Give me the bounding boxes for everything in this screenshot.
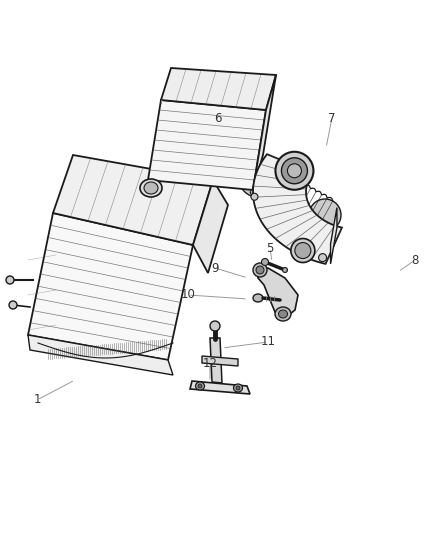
Ellipse shape (140, 179, 162, 197)
Ellipse shape (233, 384, 242, 392)
Ellipse shape (236, 386, 240, 390)
Ellipse shape (281, 158, 307, 184)
Ellipse shape (195, 382, 204, 390)
Ellipse shape (251, 193, 258, 200)
Ellipse shape (238, 159, 276, 197)
Polygon shape (209, 338, 222, 383)
Ellipse shape (278, 310, 287, 318)
Ellipse shape (287, 164, 301, 178)
Polygon shape (190, 381, 249, 394)
Text: 9: 9 (211, 262, 218, 274)
Ellipse shape (9, 301, 17, 309)
Text: 1: 1 (33, 393, 41, 407)
Polygon shape (330, 208, 336, 264)
Polygon shape (148, 100, 265, 190)
Ellipse shape (318, 254, 326, 262)
Ellipse shape (274, 307, 290, 321)
Ellipse shape (144, 182, 158, 194)
Polygon shape (252, 75, 276, 190)
Ellipse shape (209, 321, 219, 331)
Ellipse shape (290, 239, 314, 263)
Text: 12: 12 (202, 358, 217, 370)
Ellipse shape (282, 268, 287, 272)
Polygon shape (193, 180, 227, 273)
Text: 11: 11 (260, 335, 275, 349)
Text: 7: 7 (328, 111, 335, 125)
Ellipse shape (308, 199, 340, 231)
Ellipse shape (252, 294, 262, 302)
Ellipse shape (6, 276, 14, 284)
Ellipse shape (198, 384, 201, 388)
Polygon shape (28, 213, 193, 360)
Text: 5: 5 (266, 241, 273, 254)
Text: 6: 6 (214, 111, 221, 125)
Ellipse shape (261, 259, 268, 265)
Polygon shape (201, 356, 237, 366)
Polygon shape (28, 335, 173, 375)
Text: 10: 10 (180, 288, 195, 302)
Polygon shape (258, 268, 297, 318)
Polygon shape (53, 155, 212, 245)
Ellipse shape (252, 263, 266, 277)
Ellipse shape (294, 243, 310, 259)
Polygon shape (161, 68, 276, 110)
Text: 8: 8 (410, 254, 418, 266)
Ellipse shape (255, 266, 263, 274)
Ellipse shape (275, 152, 313, 190)
Polygon shape (252, 154, 341, 264)
